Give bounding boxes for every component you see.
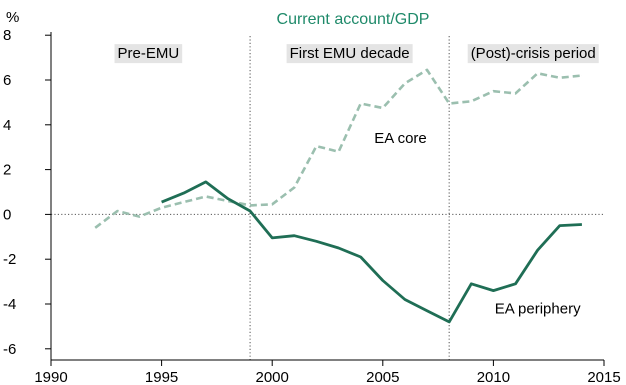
y-tick-label: -4 (3, 296, 16, 313)
x-tick-label: 2005 (366, 369, 399, 385)
y-tick-label: 8 (3, 27, 11, 44)
x-tick-label: 1995 (145, 369, 178, 385)
y-tick-label: 0 (3, 206, 11, 223)
series-lines (94, 68, 583, 324)
period-label: Pre-EMU (114, 44, 183, 64)
y-tick-label: 2 (3, 162, 11, 179)
series-label-ea-core: EA core (374, 130, 427, 147)
period-label-background (114, 44, 183, 64)
x-tick-label: 2010 (477, 369, 510, 385)
series-line-ea-core (94, 68, 583, 229)
period-label-background (467, 44, 599, 64)
y-tick-label: 6 (3, 72, 11, 89)
period-label-text: Pre-EMU (117, 45, 179, 62)
period-label-text: (Post)-crisis period (471, 45, 596, 62)
x-tick-label: 2000 (256, 369, 289, 385)
y-tick-label: -2 (3, 251, 16, 268)
y-tick-label: -6 (3, 341, 16, 358)
series-line-ea-periphery (161, 180, 582, 324)
period-label: First EMU decade (286, 44, 413, 64)
y-axis-unit-label: % (6, 9, 19, 26)
period-label-text: First EMU decade (290, 45, 410, 62)
period-label-background (286, 44, 413, 64)
x-tick-label: 1990 (34, 369, 67, 385)
period-dividers (249, 36, 450, 360)
chart-title: Current account/GDP (277, 11, 430, 28)
axes: -6 -4 -2 0 2 4 6 8 1990 1995 2000 2005 2010 2015 (3, 27, 621, 385)
x-tick-label: 2015 (587, 369, 620, 385)
series-label-ea-periphery: EA periphery (495, 300, 581, 317)
period-label: (Post)-crisis period (467, 44, 599, 64)
y-tick-label: 4 (3, 117, 11, 134)
annotations: Pre-EMU First EMU decade (Post)-crisis per… (114, 44, 599, 317)
